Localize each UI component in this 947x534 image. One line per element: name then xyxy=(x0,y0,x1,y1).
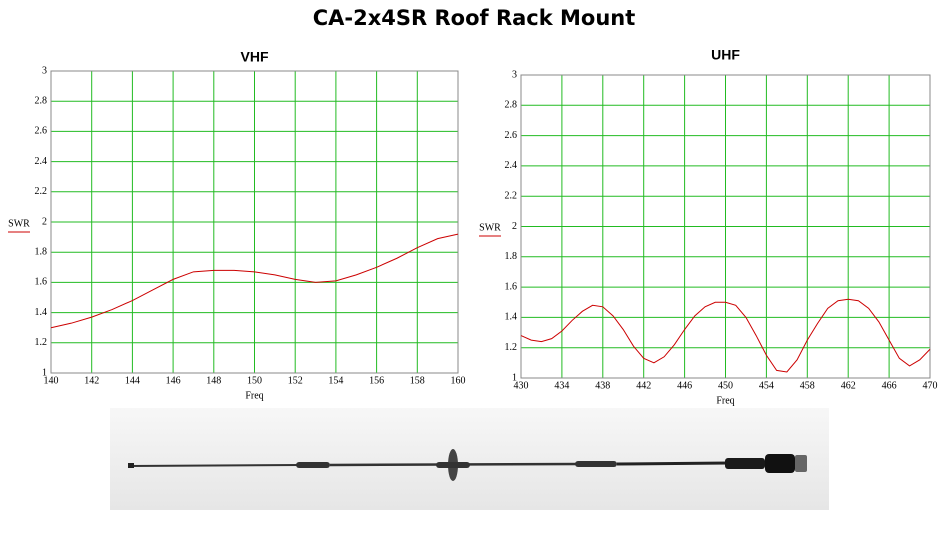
chart-title: UHF xyxy=(711,47,740,63)
y-tick-label: 2.2 xyxy=(505,190,518,201)
x-tick-label: 140 xyxy=(44,375,59,386)
connector xyxy=(765,454,795,473)
legend-label: SWR xyxy=(8,218,30,229)
x-tick-label: 146 xyxy=(166,375,181,386)
coil xyxy=(575,461,617,467)
x-tick-label: 438 xyxy=(595,380,610,391)
y-tick-label: 2.8 xyxy=(505,100,518,111)
x-tick-label: 466 xyxy=(882,380,897,391)
y-tick-label: 1 xyxy=(42,367,47,378)
y-tick-label: 1.4 xyxy=(505,312,518,323)
main-title: CA-2x4SR Roof Rack Mount xyxy=(313,6,636,30)
x-tick-label: 158 xyxy=(410,375,425,386)
base xyxy=(725,458,765,469)
x-tick-label: 148 xyxy=(206,375,221,386)
x-tick-label: 470 xyxy=(923,380,938,391)
y-tick-label: 1.6 xyxy=(505,281,518,292)
chart-title: VHF xyxy=(241,49,269,65)
x-tick-label: 160 xyxy=(451,375,466,386)
plot-frame xyxy=(50,70,459,374)
x-tick-label: 458 xyxy=(800,380,815,391)
y-tick-label: 1.2 xyxy=(505,342,518,353)
coil xyxy=(296,462,330,468)
x-tick-label: 154 xyxy=(328,375,343,386)
y-tick-label: 1.4 xyxy=(35,307,48,318)
x-tick-label: 446 xyxy=(677,380,692,391)
y-tick-label: 1.8 xyxy=(505,251,518,262)
x-tick-label: 152 xyxy=(288,375,303,386)
y-tick-label: 2.2 xyxy=(35,186,48,197)
x-tick-label: 454 xyxy=(759,380,774,391)
y-tick-label: 2 xyxy=(42,216,47,227)
data-line xyxy=(520,298,931,373)
y-tick-label: 1.2 xyxy=(35,337,48,348)
antenna-photo xyxy=(110,408,829,510)
x-tick-label: 462 xyxy=(841,380,856,391)
y-tick-label: 2.6 xyxy=(505,130,518,141)
data-line xyxy=(50,233,459,329)
x-axis-label: Freq xyxy=(716,395,734,406)
rod xyxy=(616,461,731,466)
y-tick-label: 2 xyxy=(512,221,517,232)
y-tick-label: 1 xyxy=(512,372,517,383)
y-tick-label: 2.8 xyxy=(35,95,48,106)
x-tick-label: 156 xyxy=(369,375,384,386)
whip xyxy=(129,464,301,467)
tip xyxy=(128,463,134,468)
y-tick-label: 2.4 xyxy=(35,156,48,167)
x-tick-label: 144 xyxy=(125,375,140,386)
y-tick-label: 3 xyxy=(42,65,47,76)
y-tick-label: 1.6 xyxy=(35,277,48,288)
y-tick-label: 2.4 xyxy=(505,160,518,171)
y-tick-label: 2.6 xyxy=(35,126,48,137)
y-tick-label: 1.8 xyxy=(35,246,48,257)
x-tick-label: 430 xyxy=(514,380,529,391)
y-tick-label: 3 xyxy=(512,69,517,80)
plot-frame xyxy=(520,74,931,379)
x-tick-label: 442 xyxy=(636,380,651,391)
x-tick-label: 434 xyxy=(554,380,569,391)
collar xyxy=(436,462,470,468)
x-axis-label: Freq xyxy=(245,390,263,401)
x-tick-label: 150 xyxy=(247,375,262,386)
x-tick-label: 450 xyxy=(718,380,733,391)
legend-label: SWR xyxy=(479,222,501,233)
x-tick-label: 142 xyxy=(84,375,99,386)
connector-ring xyxy=(795,455,807,472)
photo-background xyxy=(110,408,829,510)
